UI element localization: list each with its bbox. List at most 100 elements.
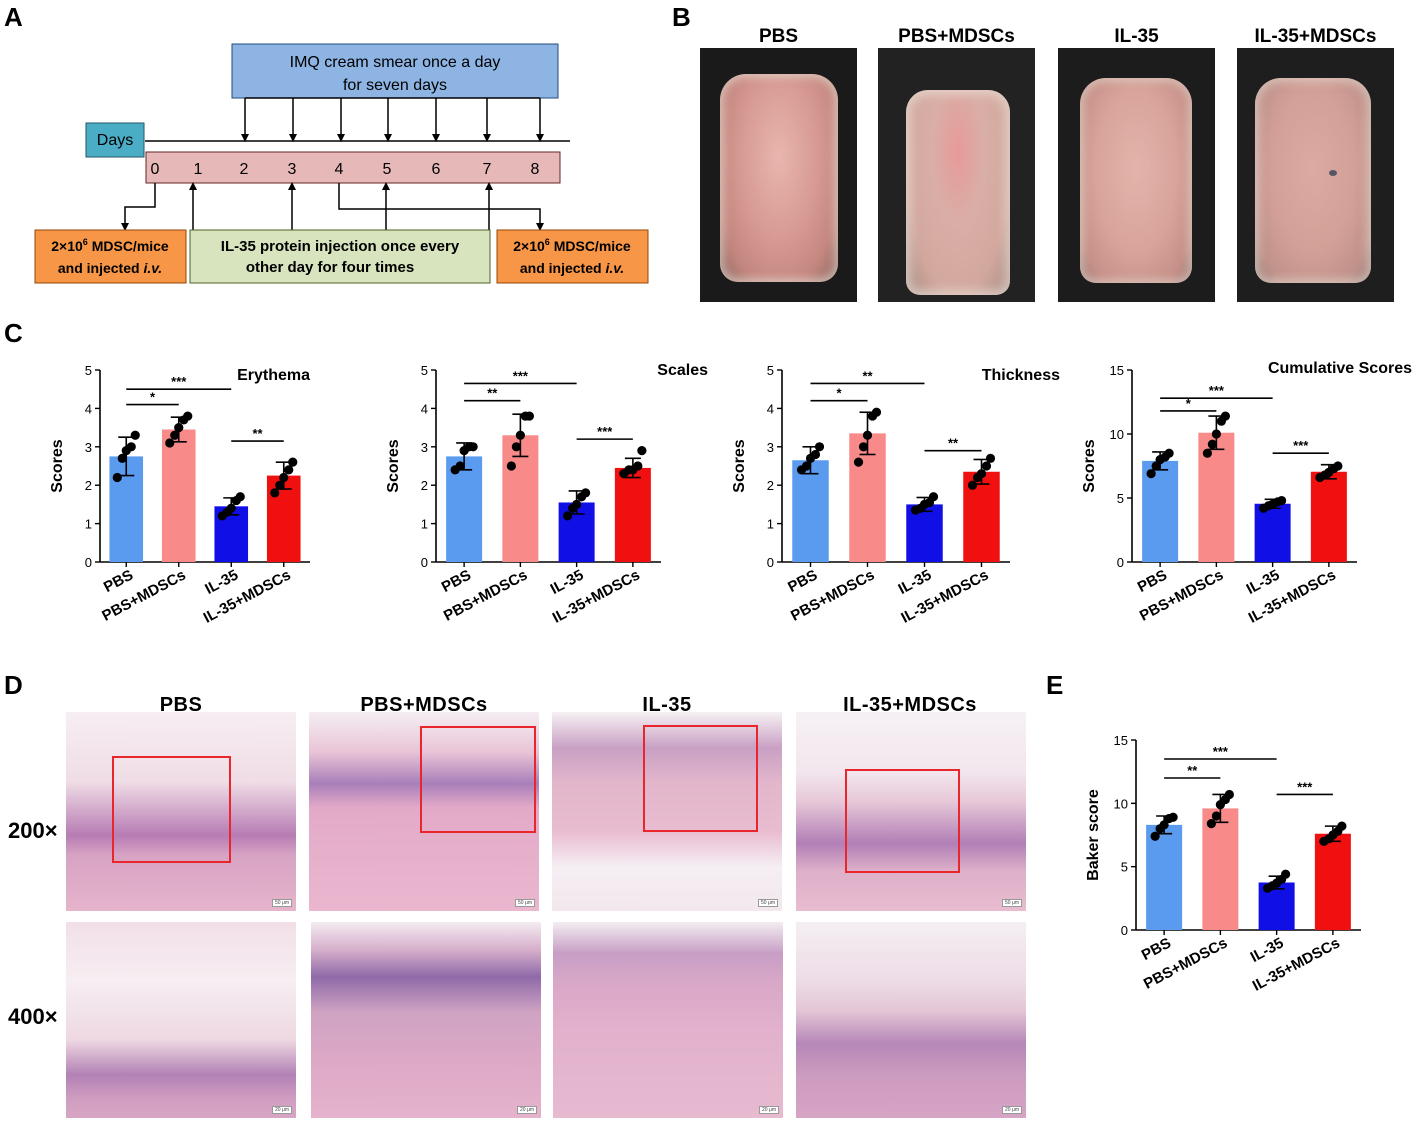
- data-point: [270, 488, 280, 498]
- significance-label: *: [1186, 396, 1192, 411]
- y-axis-label: Baker score: [1085, 789, 1102, 881]
- data-point: [174, 423, 184, 433]
- data-point: [117, 453, 127, 463]
- chart-title: Thickness: [982, 367, 1060, 384]
- data-point: [1207, 439, 1217, 449]
- data-point: [581, 488, 591, 498]
- histo-label-pbs: PBS: [159, 694, 203, 716]
- zoom-region-box-pbs: [112, 756, 231, 863]
- days-label: Days: [97, 132, 133, 149]
- data-point: [1337, 821, 1347, 831]
- left-mdsc-box: [34, 229, 187, 284]
- mouse-photo-pbs: [700, 48, 857, 302]
- data-point: [183, 411, 193, 421]
- y-tick-label: 2: [421, 478, 428, 493]
- y-tick-label: 3: [767, 440, 774, 455]
- data-point: [985, 453, 996, 463]
- right-mdsc-line1: 2×106 MDSC/mice: [513, 237, 631, 254]
- category-label: PBS: [439, 567, 474, 596]
- histology-400x-il35: 20 μm: [553, 922, 783, 1118]
- timeline-diagram: IMQ cream smear once a day for seven day…: [34, 43, 649, 284]
- data-point: [1168, 812, 1178, 822]
- data-point: [981, 461, 992, 471]
- data-point: [506, 461, 516, 471]
- category-label: IL-35: [1248, 935, 1287, 966]
- left-mdsc-line2: and injected i.v.: [58, 260, 162, 276]
- bar: [1254, 503, 1291, 562]
- left-mdsc-line1: 2×106 MDSC/mice: [51, 237, 169, 254]
- chart-title: Erythema: [237, 367, 310, 384]
- y-tick-label: 3: [421, 440, 428, 455]
- data-point: [853, 457, 864, 467]
- mouse-photo-il35: [1058, 48, 1215, 302]
- data-point: [524, 411, 534, 421]
- histology-200x-pbs-mdscs: 50 μm: [309, 712, 539, 911]
- histology-200x-il35-mdscs: 50 μm: [796, 712, 1026, 911]
- significance-label: ***: [1293, 438, 1309, 453]
- photo-label-pbs-mdscs: PBS+MDSCs: [898, 26, 1015, 47]
- photo-label-pbs: PBS: [758, 26, 799, 47]
- data-point: [967, 480, 978, 490]
- significance-label: **: [252, 426, 263, 441]
- data-point: [126, 442, 136, 452]
- day-7: 7: [483, 161, 492, 178]
- y-tick-label: 0: [85, 555, 92, 570]
- data-point: [1220, 411, 1230, 421]
- y-tick-label: 0: [1117, 555, 1124, 570]
- panel-letter-b: B: [672, 2, 691, 32]
- data-point: [130, 430, 140, 440]
- y-axis-label: Scores: [49, 439, 66, 492]
- category-label: PBS: [1135, 567, 1170, 596]
- significance-label: ***: [171, 374, 187, 389]
- mag-label-200x: 200×: [8, 818, 58, 843]
- imq-box: [231, 43, 559, 99]
- y-tick-label: 2: [85, 478, 92, 493]
- photo-label-il35: IL-35: [1114, 26, 1159, 47]
- bar: [792, 460, 829, 562]
- data-point: [1333, 461, 1343, 471]
- data-point: [275, 480, 285, 490]
- photo-label-il35-mdscs: IL-35+MDSCs: [1254, 26, 1377, 47]
- scale-bar: 20 μm: [1002, 1106, 1022, 1114]
- y-tick-label: 0: [1121, 923, 1128, 938]
- histo-label-pbs-mdscs: PBS+MDSCs: [360, 694, 488, 716]
- category-label: IL-35: [1244, 567, 1283, 598]
- y-tick-label: 15: [1114, 733, 1128, 748]
- scale-bar: 50 μm: [515, 899, 535, 907]
- day-8: 8: [531, 161, 540, 178]
- histology-400x-pbs-mdscs: 20 μm: [311, 922, 541, 1118]
- chart-title: Scales: [657, 362, 708, 379]
- histology-400x-il35-mdscs: 20 μm: [796, 922, 1026, 1118]
- panel-letter-d: D: [4, 670, 23, 700]
- y-tick-label: 1: [85, 517, 92, 532]
- mag-label-400x: 400×: [8, 1004, 58, 1029]
- y-tick-label: 5: [421, 363, 428, 378]
- y-tick-label: 5: [85, 363, 92, 378]
- data-point: [814, 442, 825, 452]
- data-point: [871, 407, 882, 417]
- data-point: [928, 492, 939, 502]
- significance-label: ***: [1213, 744, 1229, 759]
- data-point: [1224, 789, 1234, 800]
- y-tick-label: 4: [85, 401, 92, 416]
- data-point: [801, 461, 812, 471]
- zoom-region-box-pbs-mdscs: [420, 726, 536, 833]
- y-axis-label: Scores: [386, 439, 402, 492]
- y-tick-label: 10: [1110, 427, 1124, 442]
- data-point: [810, 449, 821, 460]
- y-tick-label: 4: [767, 401, 774, 416]
- y-tick-label: 5: [767, 363, 774, 378]
- y-tick-label: 10: [1114, 796, 1128, 811]
- mouse-photo-pbs-mdscs: [878, 48, 1035, 302]
- y-tick-label: 2: [767, 478, 774, 493]
- bar: [1142, 460, 1179, 562]
- data-point: [455, 461, 465, 471]
- data-point: [1164, 448, 1174, 458]
- scale-bar: 20 μm: [517, 1106, 537, 1114]
- data-point: [165, 438, 175, 448]
- il35-injection-box: [189, 229, 491, 284]
- y-tick-label: 0: [767, 555, 774, 570]
